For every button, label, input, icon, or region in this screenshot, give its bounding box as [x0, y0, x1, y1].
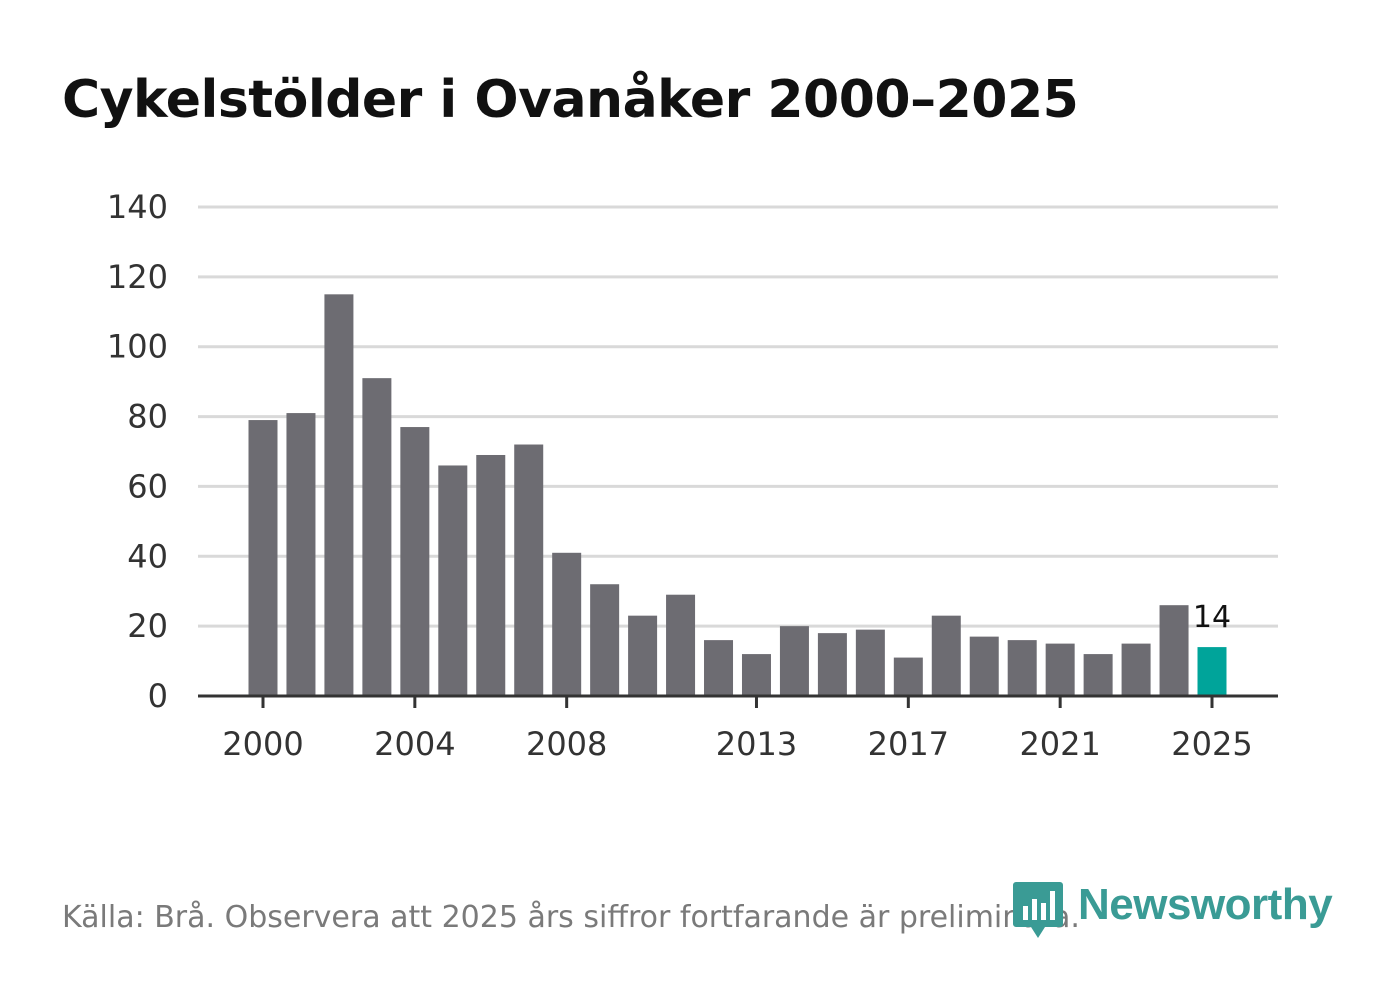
bar: [362, 378, 392, 696]
bar: [400, 427, 430, 696]
x-tick-label: 2025: [1171, 725, 1252, 763]
x-tick-label: 2021: [1019, 725, 1100, 763]
x-tick-label: 2013: [716, 725, 797, 763]
bar: [704, 640, 734, 696]
bar: [476, 454, 506, 696]
bar: [286, 413, 316, 696]
y-tick-label: 120: [107, 258, 168, 296]
annotations: 14: [1193, 600, 1231, 635]
bar: [893, 657, 923, 696]
y-tick-label: 100: [107, 328, 168, 366]
bar: [1159, 605, 1189, 696]
y-tick-label: 20: [127, 607, 168, 645]
bar: [514, 444, 544, 696]
bar: [248, 420, 278, 696]
brand-logo: Newsworthy: [1012, 880, 1333, 942]
x-tick-label: 2017: [868, 725, 949, 763]
bar: [628, 615, 658, 696]
data-label: 14: [1193, 600, 1231, 635]
x-tick-label: 2004: [374, 725, 455, 763]
bar: [969, 636, 999, 696]
bar: [552, 552, 582, 696]
y-tick-label: 80: [127, 398, 168, 436]
y-tick-label: 0: [148, 677, 168, 715]
bar: [1083, 654, 1113, 696]
y-tick-label: 140: [107, 188, 168, 226]
bar: [817, 633, 847, 696]
x-axis: 2000 2004 2008 2013 2017 2021 2025: [198, 694, 1278, 763]
bar: [666, 594, 696, 696]
bar: [590, 584, 620, 696]
y-tick-label: 60: [127, 467, 168, 505]
bar: [741, 654, 771, 696]
source-note: Källa: Brå. Observera att 2025 års siffr…: [62, 900, 1080, 935]
bar: [1121, 643, 1151, 696]
bar: [931, 615, 961, 696]
bar: [1045, 643, 1075, 696]
x-tick-label: 2008: [526, 725, 607, 763]
newsworthy-logo-icon: [1013, 882, 1063, 938]
bar: [1007, 640, 1037, 696]
brand-name: Newsworthy: [1078, 880, 1333, 929]
chart-title: Cykelstölder i Ovanåker 2000–2025: [62, 70, 1079, 130]
bar: [779, 626, 809, 696]
x-tick-label: 2000: [222, 725, 303, 763]
bars: [248, 294, 1227, 696]
bar: [324, 294, 354, 696]
y-axis-labels: 0 20 40 60 80 100 120 140: [107, 188, 168, 715]
gridlines: [198, 205, 1278, 628]
bar: [855, 629, 885, 696]
bar: [438, 465, 468, 696]
y-tick-label: 40: [127, 537, 168, 575]
bar-highlight: [1197, 647, 1227, 696]
